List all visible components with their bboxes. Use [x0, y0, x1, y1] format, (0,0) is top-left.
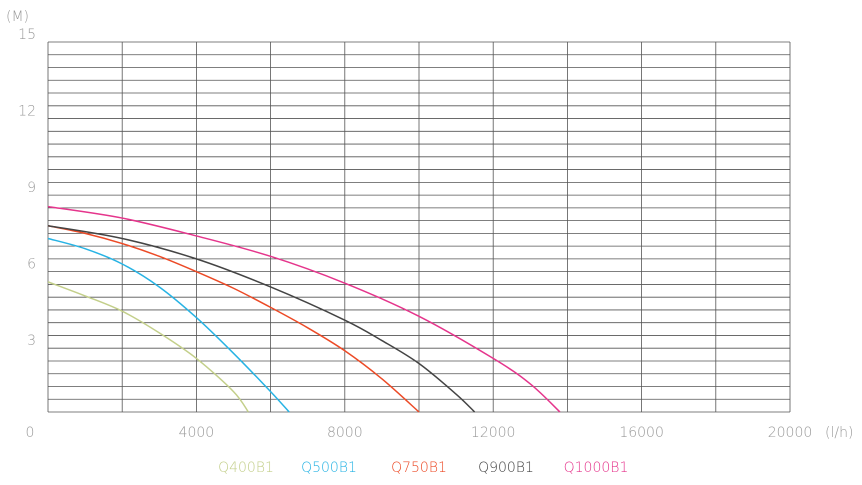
series-line — [47, 224, 420, 413]
x-tick-label: 0 — [26, 425, 35, 441]
legend-entry: Q400B1 — [218, 460, 274, 476]
y-tick-label: 9 — [27, 180, 36, 196]
series-line — [47, 205, 561, 413]
legend-entry: Q1000B1 — [564, 460, 629, 476]
x-tick-label: 8000 — [327, 425, 363, 441]
legend-entry: Q900B1 — [478, 460, 534, 476]
legend-entry: Q500B1 — [301, 460, 357, 476]
x-tick-label: 20000 — [768, 425, 813, 441]
y-tick-label: 3 — [27, 333, 36, 349]
x-tick-label: 12000 — [471, 425, 516, 441]
x-tick-label: 16000 — [619, 425, 664, 441]
y-axis-label: (M) — [6, 9, 29, 25]
x-axis-label: (l/h) — [825, 425, 853, 441]
y-tick-label: 6 — [27, 257, 36, 273]
series-line — [47, 224, 476, 413]
x-tick-label: 4000 — [179, 425, 215, 441]
y-tick-label: 15 — [18, 27, 36, 43]
series-line — [47, 237, 290, 413]
series-line — [47, 281, 249, 413]
y-tick-label: 12 — [18, 104, 36, 120]
legend-entry: Q750B1 — [391, 460, 447, 476]
